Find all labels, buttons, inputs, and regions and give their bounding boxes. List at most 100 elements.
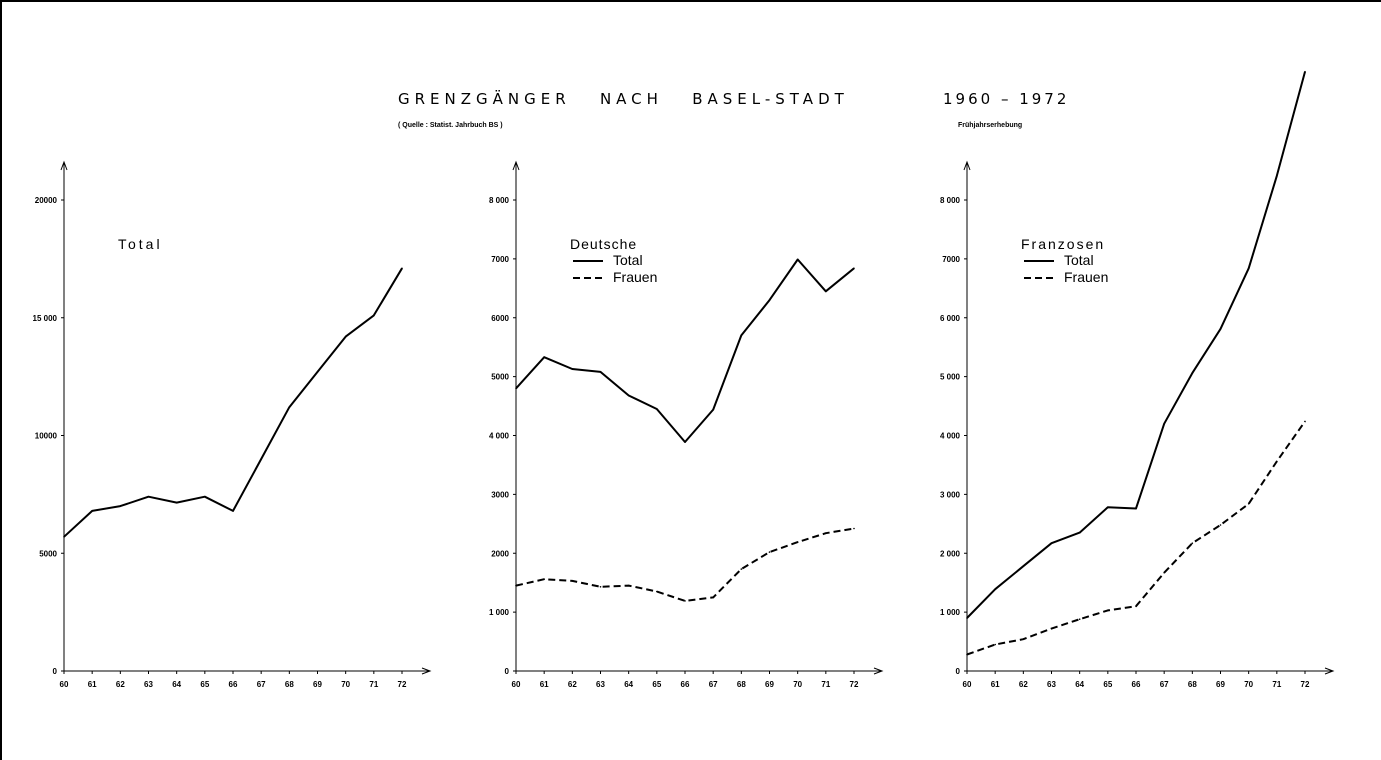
chart-3-series-frauen-point	[966, 653, 968, 656]
chart-1-x-tick-label: 67	[257, 680, 266, 689]
chart-2-y-tick-label: 3000	[491, 490, 509, 499]
chart-3-x-tick-label: 61	[991, 680, 1000, 689]
chart-3-x-tick-label: 68	[1188, 680, 1197, 689]
chart-3-series-frauen-line	[966, 420, 1306, 656]
chart-2-y-axis-arrow	[512, 160, 520, 171]
chart-2-series-total-point	[571, 368, 574, 370]
chart-3-x-tick-label: 67	[1160, 680, 1169, 689]
chart-1-series-total-point	[401, 267, 403, 270]
chart-1-x-tick-label: 62	[116, 680, 125, 689]
chart-2-series-total-point	[712, 408, 714, 411]
chart-1-x-tick-label: 66	[229, 680, 238, 689]
chart-2-series-total-point	[543, 356, 545, 359]
chart-1-series-total-point	[373, 314, 375, 317]
chart-2-series-total-point	[825, 290, 827, 293]
chart-2-x-tick-label: 61	[540, 680, 549, 689]
chart-2-series-total-line	[515, 258, 855, 443]
chart-3-series-frauen-point	[1247, 503, 1250, 505]
chart-1-y-tick-label: 0	[53, 667, 58, 676]
chart-2-series-frauen-point	[853, 527, 855, 530]
chart-1-x-tick-label: 61	[88, 680, 97, 689]
chart-3-x-tick-label: 66	[1132, 680, 1141, 689]
survey-note: Frühjahrserhebung	[958, 122, 1023, 129]
chart-2-x-tick-label: 65	[652, 680, 661, 689]
chart-2-x-tick-label: 64	[624, 680, 633, 689]
chart-3-x-tick-label: 69	[1216, 680, 1225, 689]
chart-3-x-tick-label: 72	[1301, 680, 1310, 689]
chart-2-series-frauen-point	[656, 590, 658, 593]
chart-2-series-total-point	[684, 441, 686, 443]
chart-1-series-total-point	[288, 406, 291, 409]
chart-3-series-total-point	[994, 588, 996, 590]
chart-1-x-tick-label: 65	[200, 680, 209, 689]
chart-2-y-tick-label: 2000	[491, 549, 509, 558]
page-title: GRENZGÄNGER NACH BASEL-STADT	[398, 90, 849, 108]
chart-3-series-frauen-point	[1078, 618, 1081, 620]
chart-3-series-frauen-point	[1276, 460, 1278, 463]
chart-1-y-tick-label: 15 000	[33, 314, 58, 323]
chart-3-series-total-point	[1022, 565, 1025, 567]
chart-2-series-frauen-point	[599, 586, 602, 588]
chart-1-x-tick-label: 71	[369, 680, 378, 689]
chart-1-series-total-point	[204, 495, 206, 498]
chart-2-series-frauen-point	[515, 584, 517, 587]
chart-3-legend-label: Frauen	[1064, 269, 1108, 285]
chart-3-y-tick-label: 6 000	[940, 314, 961, 323]
chart-1-series-total-point	[63, 536, 65, 538]
chart-2-x-tick-label: 70	[793, 680, 802, 689]
chart-3-y-axis-arrow	[963, 160, 971, 171]
chart-1-y-tick-label: 20000	[35, 196, 58, 205]
chart-3-x-tick-label: 60	[963, 680, 972, 689]
chart-1-series-total-point	[175, 501, 178, 504]
chart-2-series-frauen-point	[740, 568, 743, 570]
chart-1-series-total-point	[260, 458, 263, 460]
chart-2-y-tick-label: 4 000	[489, 432, 510, 441]
chart-2-x-tick-label: 68	[737, 680, 746, 689]
chart-1-series-total-point	[147, 495, 150, 498]
chart-2-series-frauen-line	[515, 527, 855, 602]
chart-2-series-frauen-point	[684, 600, 686, 602]
chart-3-series-frauen-point	[1022, 638, 1025, 640]
chart-3-series-total-point	[1276, 175, 1278, 177]
chart-2-title: Deutsche	[570, 236, 637, 252]
chart-1-series-total-point	[91, 510, 93, 512]
chart-2-series-total-point	[796, 258, 799, 261]
chart-1-series-total-point	[232, 510, 234, 512]
chart-3-y-tick-label: 3 000	[940, 490, 961, 499]
chart-1-y-tick-label: 5000	[39, 549, 57, 558]
chart-1-series-total-line	[63, 267, 403, 538]
chart-2-x-tick-label: 71	[821, 680, 830, 689]
chart-2-series-frauen-point	[543, 578, 545, 580]
chart-2-x-tick-label: 66	[681, 680, 690, 689]
chart-2-series-total-point	[656, 408, 658, 410]
chart-3-series-frauen-point	[1135, 605, 1137, 607]
chart-2-series-total-point	[627, 394, 630, 397]
chart-3-x-tick-label: 63	[1047, 680, 1056, 689]
chart-2-x-tick-label: 63	[596, 680, 605, 689]
chart-2-x-axis-arrow	[873, 667, 884, 675]
chart-1-y-axis-arrow	[60, 160, 68, 171]
chart-2-series-frauen-point	[796, 541, 799, 543]
chart-1-series-total-point	[344, 335, 347, 338]
chart-3-x-tick-label: 64	[1075, 680, 1084, 689]
chart-3-legend-label: Total	[1064, 252, 1094, 268]
chart-2-series-frauen-point	[627, 584, 630, 587]
chart-3-y-tick-label: 8 000	[940, 196, 961, 205]
chart-2-series-frauen-point	[768, 551, 771, 553]
chart-2-x-tick-label: 62	[568, 680, 577, 689]
chart-3-y-tick-label: 5 000	[940, 373, 961, 382]
chart-2-series-frauen-point	[712, 596, 714, 599]
chart-3-series-frauen-point	[1191, 542, 1194, 544]
chart-3-x-tick-label: 62	[1019, 680, 1028, 689]
chart-2-x-tick-label: 72	[850, 680, 859, 689]
chart-3-x-axis-arrow	[1324, 667, 1335, 675]
chart-3-series-total-point	[1191, 372, 1194, 374]
chart-1-x-tick-label: 68	[285, 680, 294, 689]
chart-3-series-frauen-point	[1163, 571, 1165, 574]
chart-2-series-frauen-point	[825, 532, 827, 534]
chart-1-x-tick-label: 60	[60, 680, 69, 689]
chart-3-title: Franzosen	[1021, 236, 1105, 252]
chart-2-legend-label: Frauen	[613, 269, 657, 285]
chart-1-title: Total	[118, 236, 163, 252]
